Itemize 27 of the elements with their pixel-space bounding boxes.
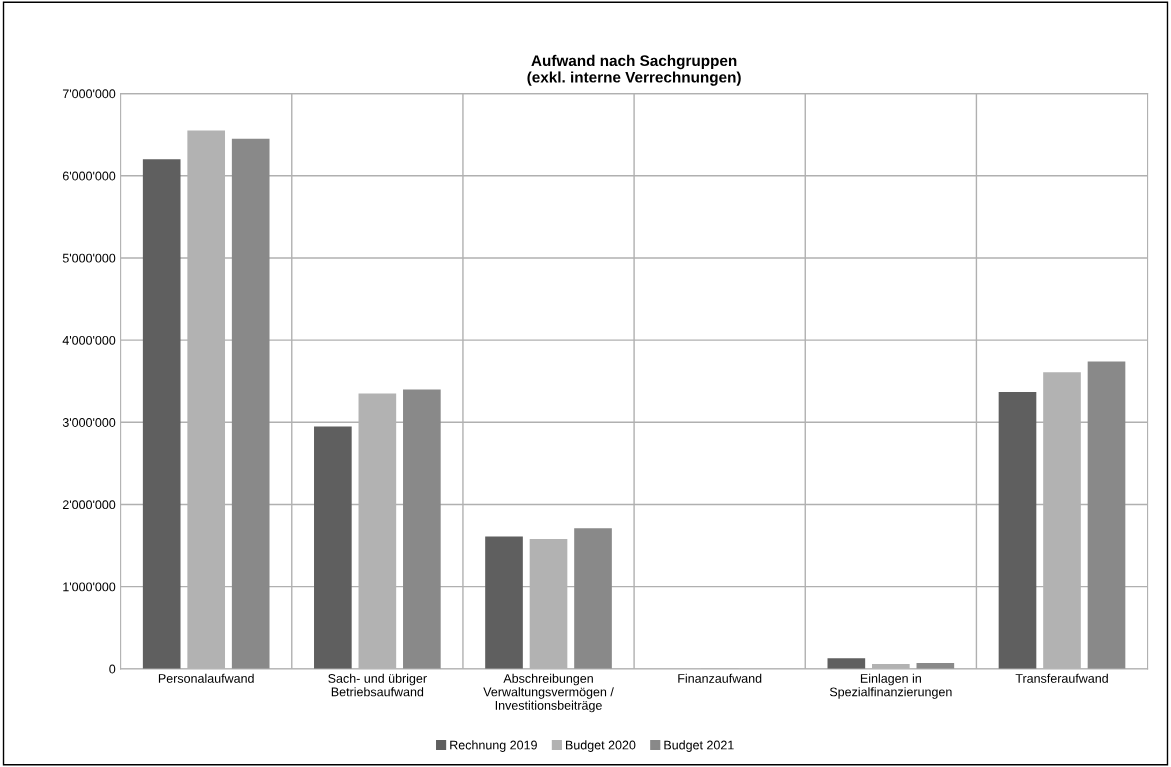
bar: [403, 389, 441, 669]
y-tick-label: 5'000'000: [62, 253, 116, 263]
x-tick-label: Einlagen in Spezialfinanzierungen: [829, 673, 952, 699]
bar: [231, 138, 270, 669]
bar: [314, 426, 352, 669]
bar: [574, 528, 612, 669]
x-tick-label: Transferaufwand: [1015, 673, 1108, 683]
bar: [1087, 361, 1126, 669]
bar: [998, 391, 1037, 669]
chart-title: Aufwand nach Sachgruppen (exkl. interne Verrechnungen): [527, 54, 741, 86]
y-tick-label: 0: [109, 664, 116, 674]
y-tick-label: 2'000'000: [62, 500, 116, 510]
y-tick-label: 4'000'000: [62, 335, 116, 345]
bar: [142, 159, 181, 669]
y-tick-label: 1'000'000: [63, 582, 116, 592]
y-tick-label: 3'000'000: [62, 418, 116, 427]
legend-label: Budget 2020: [566, 740, 636, 752]
y-tick-label: 6'000'000: [62, 171, 116, 181]
bar: [827, 658, 866, 669]
legend-label: Rechnung 2019: [450, 740, 537, 752]
x-tick-label: Personalaufwand: [158, 673, 254, 683]
y-tick-label: 7'000'000: [62, 89, 116, 99]
bar: [485, 536, 523, 669]
legend-label: Budget 2021: [664, 740, 734, 752]
x-tick-label: Abschreibungen Verwaltungsvermögen / Investitionsbeiträge: [483, 673, 614, 713]
x-tick-label: Finanzaufwand: [678, 673, 762, 683]
x-tick-label: Sach- und übriger Betriebsaufwand: [328, 673, 427, 697]
